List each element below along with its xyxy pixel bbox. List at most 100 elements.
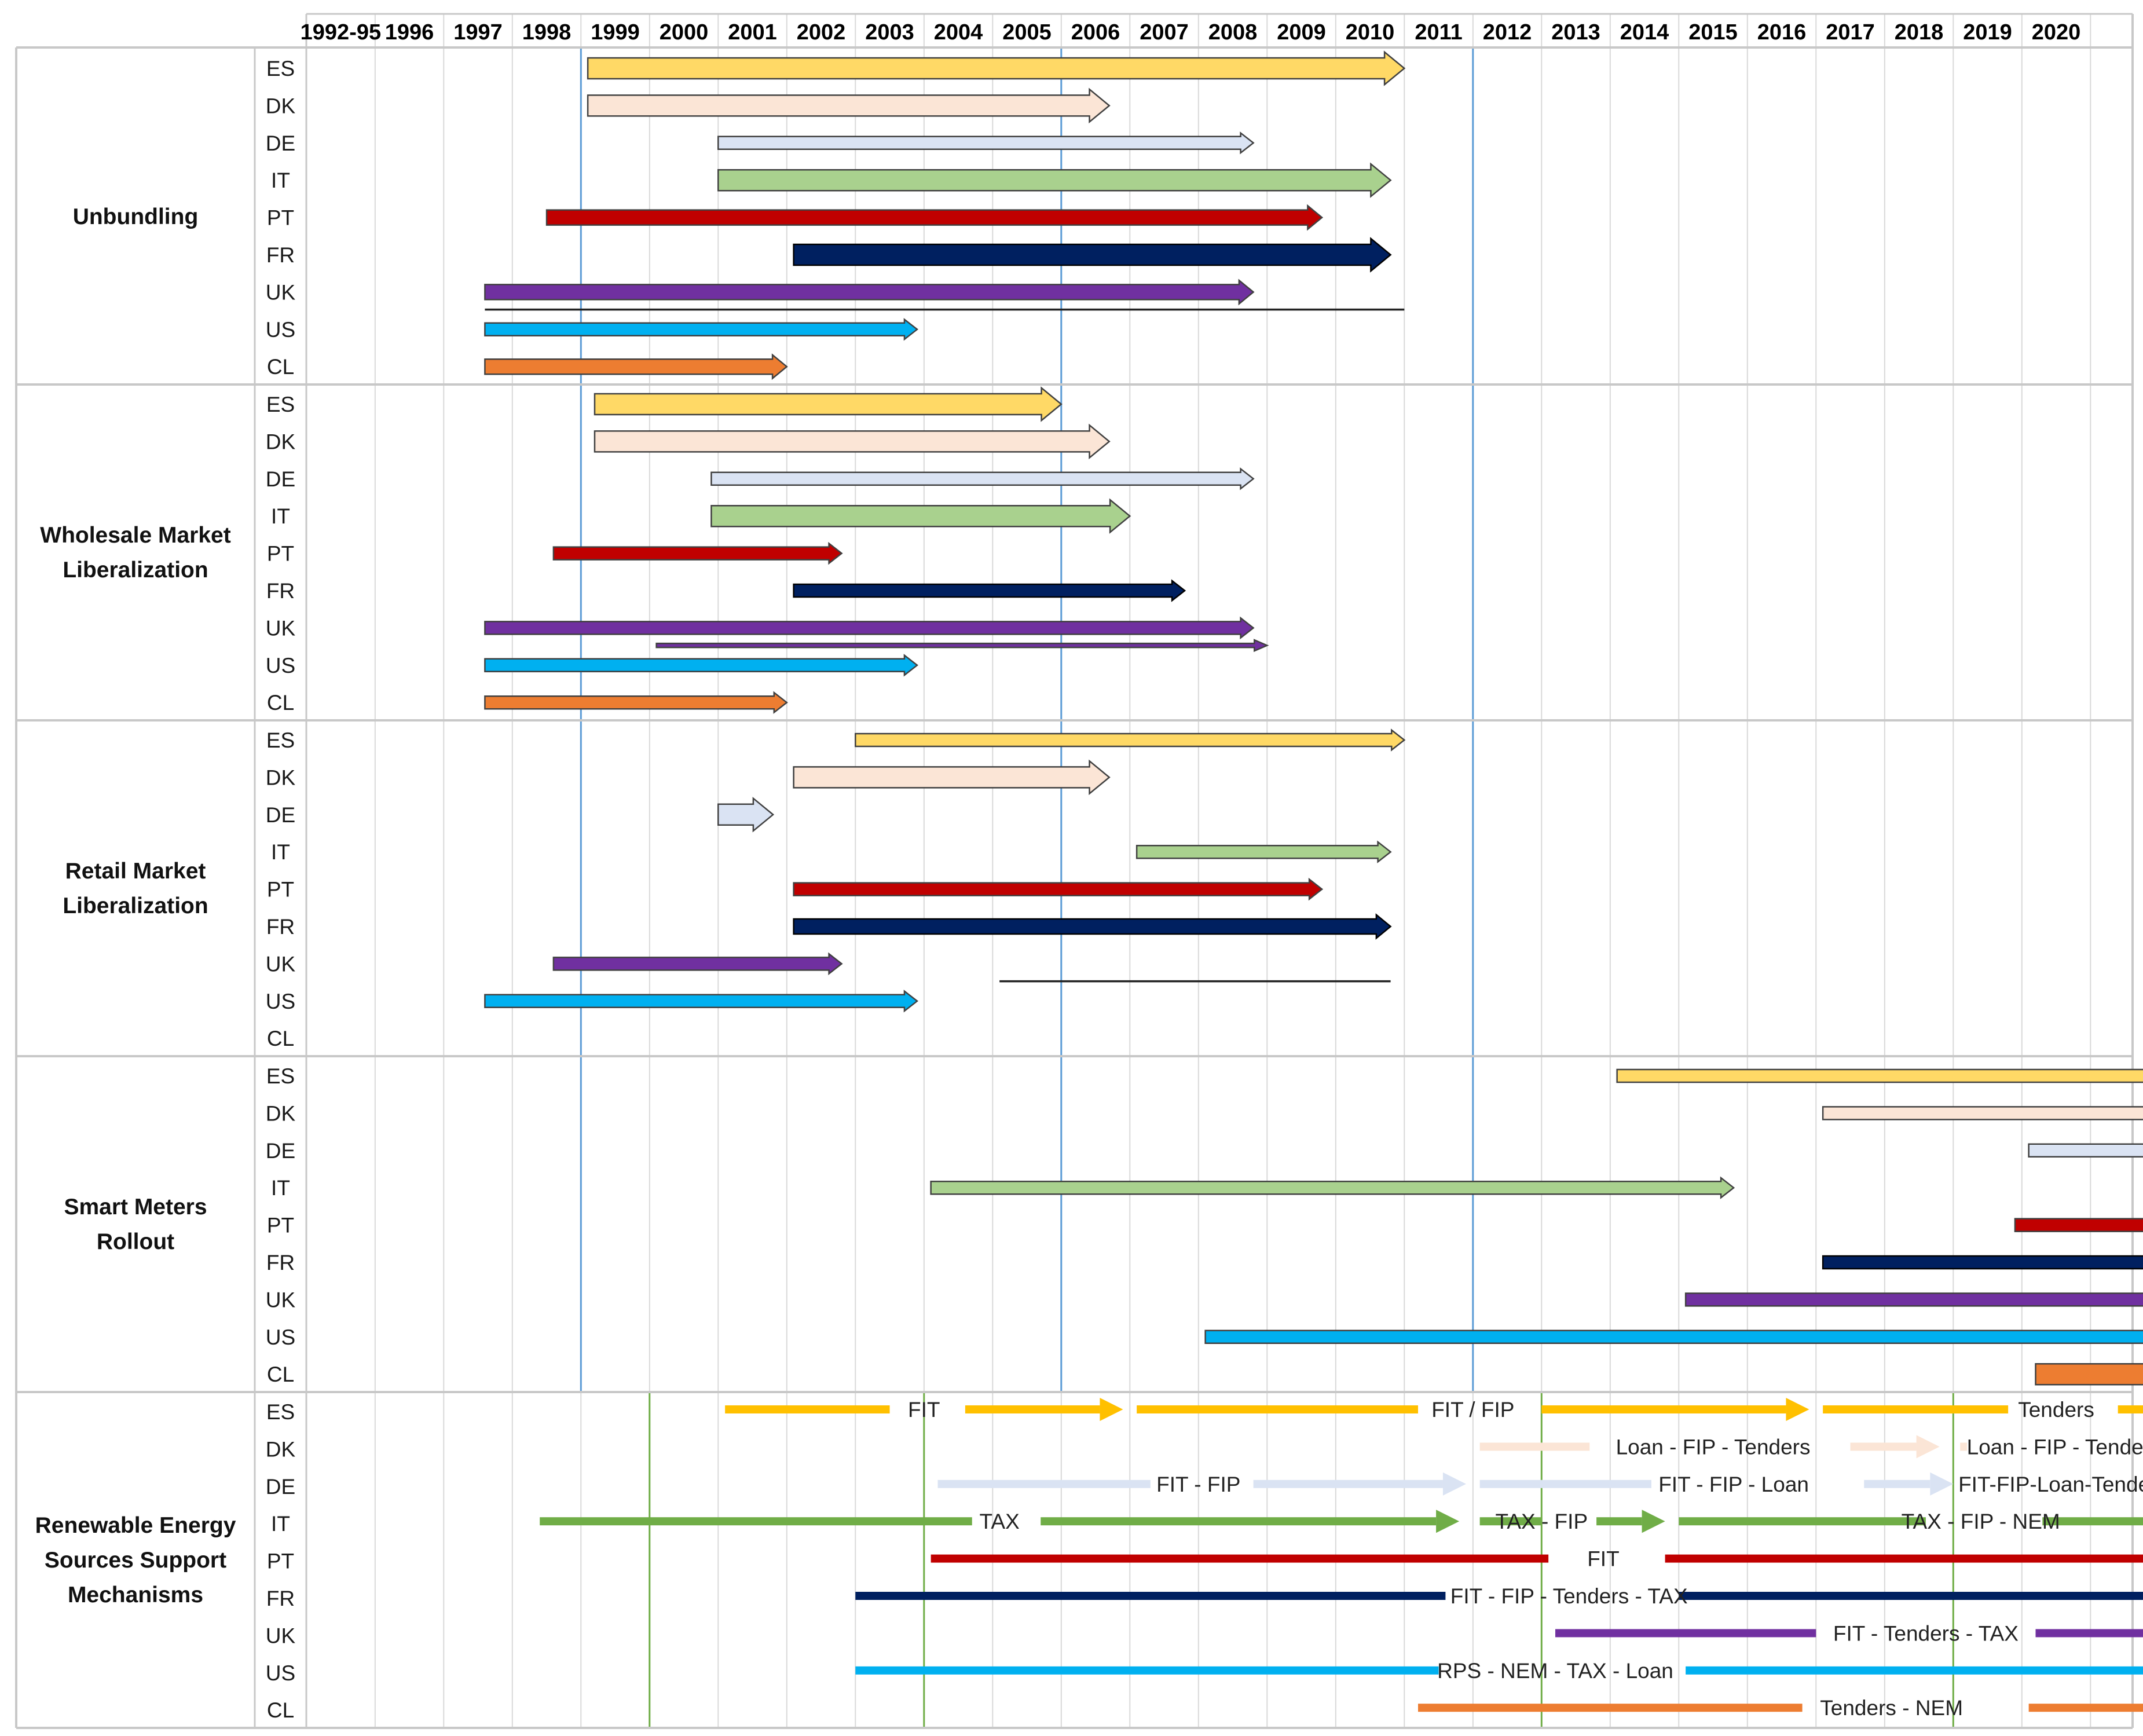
timeline-bar bbox=[793, 237, 1392, 273]
res-mechanism-label: Tenders - NEM bbox=[1820, 1696, 1963, 1720]
timeline-bar bbox=[2028, 1143, 2143, 1158]
country-label: US bbox=[266, 1661, 295, 1685]
timeline-bar bbox=[587, 87, 1111, 124]
res-segment bbox=[1253, 1479, 1443, 1488]
year-label: 2009 bbox=[1277, 20, 1326, 45]
timeline-bar bbox=[1204, 1330, 2143, 1345]
country-label: FR bbox=[266, 1587, 295, 1610]
res-segment bbox=[1823, 1405, 2009, 1413]
country-label: DE bbox=[266, 467, 295, 491]
country-label: FR bbox=[266, 1251, 295, 1274]
res-segment bbox=[1418, 1704, 1803, 1712]
res-mechanism-label: FIT-FIP-Loan-Tenders-NEM bbox=[1958, 1473, 2143, 1496]
year-label: 1997 bbox=[453, 20, 503, 45]
country-label: CL bbox=[267, 355, 294, 379]
timeline-bar bbox=[594, 423, 1111, 460]
year-header: 1992-95 1996 1997 1998 1999 2000 2001 2002 2003 2… bbox=[301, 20, 2081, 45]
country-label: IT bbox=[271, 504, 290, 528]
year-label: 2013 bbox=[1551, 20, 1600, 45]
year-label: 2006 bbox=[1071, 20, 1120, 45]
res-segment bbox=[1041, 1517, 1437, 1526]
country-label: FR bbox=[266, 579, 295, 603]
year-label: 2014 bbox=[1620, 20, 1669, 45]
timeline-bar bbox=[793, 579, 1186, 602]
section-label: Wholesale Market bbox=[40, 523, 230, 548]
res-segment bbox=[1555, 1629, 1816, 1638]
res-segment bbox=[2118, 1405, 2143, 1413]
country-label: CL bbox=[267, 1698, 294, 1722]
year-label: 2019 bbox=[1963, 20, 2012, 45]
res-segment bbox=[1479, 1517, 1542, 1526]
res-segment bbox=[1541, 1405, 1786, 1413]
section-label: Liberalization bbox=[63, 558, 208, 583]
timeline-bar bbox=[710, 467, 1255, 490]
country-label: PT bbox=[267, 878, 294, 902]
res-segment bbox=[1864, 1479, 1930, 1488]
res-arrowhead bbox=[1930, 1472, 1954, 1496]
section-label: Rollout bbox=[97, 1229, 174, 1254]
borders-layer bbox=[15, 13, 2134, 1729]
year-label: 2008 bbox=[1208, 20, 1258, 45]
year-label: 2018 bbox=[1895, 20, 1944, 45]
timeline-bar bbox=[484, 279, 1255, 306]
country-label: PT bbox=[267, 206, 294, 230]
country-label: DK bbox=[266, 1101, 296, 1125]
grid-layer bbox=[306, 14, 2091, 1728]
res-segment bbox=[1960, 1442, 1967, 1451]
res-mechanisms: FIT FIT / FIP Tenders Loan - FIP - Tenders L… bbox=[540, 1398, 2143, 1720]
timeline-bar bbox=[717, 797, 775, 833]
country-label: DK bbox=[266, 766, 296, 789]
res-mechanism-label: FIT - Tenders - TAX bbox=[1833, 1621, 2019, 1645]
country-label: IT bbox=[271, 840, 290, 864]
timeline-bar bbox=[552, 952, 843, 976]
thin-arrow-line bbox=[655, 639, 1269, 653]
year-label: 1999 bbox=[591, 20, 640, 45]
res-arrowhead bbox=[1442, 1472, 1466, 1496]
timeline-bar bbox=[717, 131, 1255, 155]
res-segment bbox=[1137, 1405, 1418, 1413]
timeline-bars bbox=[484, 50, 2143, 1386]
year-label: 2003 bbox=[865, 20, 914, 45]
res-segment bbox=[1679, 1592, 2143, 1600]
country-label: US bbox=[266, 318, 295, 342]
timeline-bar bbox=[594, 386, 1063, 422]
country-label: IT bbox=[271, 1176, 290, 1200]
timeline-bar bbox=[484, 691, 788, 714]
res-arrowhead bbox=[1100, 1398, 1123, 1421]
year-label: 2017 bbox=[1826, 20, 1875, 45]
country-label: ES bbox=[266, 1400, 295, 1424]
timeline-bar bbox=[855, 728, 1406, 752]
country-label: UK bbox=[266, 616, 296, 640]
country-label: UK bbox=[266, 280, 296, 304]
country-label: US bbox=[266, 1325, 295, 1349]
res-segment bbox=[1479, 1442, 1590, 1451]
year-label: 2010 bbox=[1346, 20, 1395, 45]
res-mechanism-label: FIT bbox=[1587, 1547, 1619, 1571]
timeline-bar bbox=[2035, 1363, 2143, 1386]
country-label: US bbox=[266, 990, 295, 1013]
country-label: PT bbox=[267, 1550, 294, 1573]
res-mechanism-label: Loan - FIP - Tenders - NEM bbox=[1967, 1435, 2143, 1459]
country-label: IT bbox=[271, 1512, 290, 1536]
country-label: DE bbox=[266, 131, 295, 155]
country-label: DE bbox=[266, 1475, 295, 1499]
year-label: 2007 bbox=[1140, 20, 1189, 45]
timeline-bar bbox=[484, 616, 1255, 640]
country-label: ES bbox=[266, 1064, 295, 1088]
res-arrowhead bbox=[1642, 1510, 1665, 1533]
timeline-bar bbox=[545, 204, 1324, 231]
country-label: US bbox=[266, 654, 295, 677]
res-segment bbox=[855, 1592, 1446, 1600]
timeline-bar bbox=[587, 50, 1406, 86]
res-segment bbox=[2028, 1704, 2143, 1712]
timeline-bar bbox=[2014, 1218, 2143, 1232]
timeline-bar bbox=[484, 990, 918, 1013]
timeline-bar bbox=[1822, 1255, 2143, 1270]
res-segment bbox=[855, 1666, 1439, 1675]
country-label: CL bbox=[267, 1027, 294, 1050]
year-label: 1998 bbox=[522, 20, 572, 45]
year-label: 2012 bbox=[1483, 20, 1532, 45]
country-label: PT bbox=[267, 1214, 294, 1237]
country-label: DE bbox=[266, 1139, 295, 1163]
timeline-bar bbox=[1684, 1292, 2143, 1307]
